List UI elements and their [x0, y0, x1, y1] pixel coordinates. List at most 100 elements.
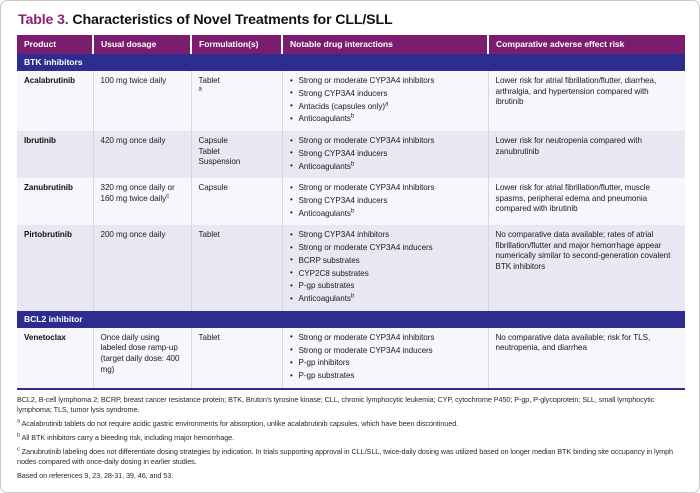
cell-product: Venetoclax [17, 327, 94, 388]
cell-usual-dosage: 320 mg once daily or 160 mg twice dailyc [93, 178, 192, 226]
interaction-list: Strong or moderate CYP3A4 inhibitors Stro… [290, 76, 481, 125]
usual-dosage-text: 100 mg twice daily [100, 76, 167, 85]
table-row: Ibrutinib 420 mg once daily Capsule Tablet S… [17, 130, 685, 179]
table-title-text: Characteristics of Novel Treatments for … [68, 12, 393, 28]
list-item: CYP2C8 substrates [290, 268, 481, 280]
interaction-label: Anticoagulants [298, 161, 351, 171]
interaction-list: Strong or moderate CYP3A4 inhibitors Stro… [290, 332, 481, 382]
table-body: BTK inhibitors Acalabrutinib 100 mg twice … [17, 54, 685, 388]
interaction-footnote-marker: b [350, 293, 355, 300]
interaction-label: BCRP substrates [298, 255, 360, 265]
interaction-label: Strong or moderate CYP3A4 inducers [298, 243, 433, 253]
formulation-label: Tablet [198, 76, 220, 85]
cell-notable-drug-interactions: Strong or moderate CYP3A4 inhibitors Stro… [282, 71, 489, 131]
interaction-list: Strong or moderate CYP3A4 inhibitors Stro… [290, 136, 481, 172]
interaction-label: P-gp substrates [298, 281, 355, 291]
page-title: Table 3. Characteristics of Novel Treatm… [18, 12, 683, 29]
footnote-b-marker: b [17, 432, 21, 439]
cell-comparative-adverse-effect-risk: Lower risk for neutropenia compared with… [488, 130, 685, 179]
footnote-b: b All BTK inhibitors carry a bleeding ri… [17, 433, 685, 444]
interaction-footnote-marker: b [350, 160, 355, 167]
interaction-label: Anticoagulants [298, 114, 351, 124]
interaction-list: Strong or moderate CYP3A4 inhibitors Stro… [290, 183, 481, 219]
header-row: Product Usual dosage Formulation(s) Nota… [17, 35, 685, 54]
usual-dosage-text: 420 mg once daily [100, 135, 166, 145]
section-label: BCL2 inhibitor [17, 310, 685, 328]
cell-comparative-adverse-effect-risk: No comparative data available; risk for … [488, 327, 685, 388]
cell-product: Zanubrutinib [17, 178, 94, 226]
formulation-label: Tablet [198, 146, 220, 156]
cell-formulations: Tablet [191, 225, 283, 311]
list-item: Strong or moderate CYP3A4 inducers [290, 243, 481, 254]
cell-formulations: Capsule Tablet Suspension [191, 130, 283, 179]
cell-product: Ibrutinib [17, 130, 94, 179]
cell-formulations: Tablet [191, 327, 283, 388]
list-item: Anticoagulantsb [290, 207, 481, 220]
list-item: Strong or moderate CYP3A4 inhibitors [290, 76, 481, 87]
footnotes: BCL2, B-cell lymphoma 2; BCRP, breast ca… [17, 395, 685, 482]
treatments-table: Product Usual dosage Formulation(s) Nota… [17, 35, 685, 388]
usual-dosage-text: 200 mg once daily [100, 230, 166, 240]
cell-formulations: Tablet a [191, 71, 283, 131]
table-row: Zanubrutinib 320 mg once daily or 160 mg … [17, 178, 685, 226]
cell-formulations: Capsule [191, 178, 283, 226]
table-number: Table 3. [18, 12, 69, 28]
section-row: BTK inhibitors [17, 54, 685, 71]
usual-dosage-text: Once daily using labeled dose ramp-up (t… [100, 332, 180, 374]
footnote-c-marker: c [17, 446, 20, 453]
formulation-item: Capsule [199, 136, 275, 147]
formulation-item: Tablet [199, 333, 275, 344]
footnote-a-text: Acalabrutinib tablets do not require aci… [20, 419, 459, 429]
list-item: Strong or moderate CYP3A4 inhibitors [290, 183, 481, 194]
formulation-label: Capsule [198, 135, 228, 145]
list-item: Anticoagulantsb [290, 160, 481, 173]
footnote-c: c Zanubrutinib labeling does not differe… [17, 446, 685, 468]
list-item: Anticoagulantsb [290, 293, 481, 305]
footnote-abbreviations: BCL2, B-cell lymphoma 2; BCRP, breast ca… [17, 394, 655, 415]
interaction-label: CYP2C8 substrates [298, 268, 369, 278]
formulation-label: Tablet [198, 332, 220, 342]
column-header-usual-dosage: Usual dosage [93, 35, 192, 54]
formulation-label: Capsule [198, 183, 228, 193]
list-item: Strong or moderate CYP3A4 inducers [290, 345, 481, 357]
list-item: P-gp inhibitors [290, 358, 481, 369]
formulation-footnote-marker: a [198, 85, 202, 92]
cell-notable-drug-interactions: Strong or moderate CYP3A4 inhibitors Stro… [282, 130, 489, 179]
table-bottom-rule [17, 387, 685, 390]
column-header-comparative-adverse-effect-risk: Comparative adverse effect risk [488, 35, 685, 54]
formulation-label: Tablet [198, 230, 220, 240]
list-item: Strong CYP3A4 inhibitors [290, 230, 481, 241]
cell-notable-drug-interactions: Strong CYP3A4 inhibitors Strong or modera… [282, 225, 489, 311]
section-row: BCL2 inhibitor [17, 310, 685, 328]
interaction-label: P-gp substrates [298, 371, 355, 381]
interaction-footnote-marker: b [350, 207, 355, 214]
interaction-label: Strong or moderate CYP3A4 inhibitors [298, 332, 435, 342]
cell-notable-drug-interactions: Strong or moderate CYP3A4 inhibitors Stro… [282, 178, 489, 226]
cell-usual-dosage: 420 mg once daily [93, 130, 192, 179]
list-item: Antacids (capsules only)a [290, 100, 481, 113]
formulation-item: Suspension [199, 157, 275, 168]
list-item: P-gp substrates [290, 281, 481, 292]
cell-comparative-adverse-effect-risk: Lower risk for atrial fibrillation/flutt… [488, 178, 685, 226]
formulation-item: Capsule [199, 183, 275, 194]
formulation-label: Suspension [198, 157, 241, 167]
formulation-item: Tablet a [199, 76, 275, 97]
footnote-a: a Acalabrutinib tablets do not require a… [17, 419, 685, 430]
formulation-item: Tablet [199, 230, 275, 241]
interaction-label: Strong CYP3A4 inducers [298, 88, 388, 98]
interaction-label: Strong or moderate CYP3A4 inducers [298, 345, 433, 355]
footnote-b-text: All BTK inhibitors carry a bleeding risk… [20, 432, 235, 442]
cell-product: Acalabrutinib [17, 71, 94, 131]
list-item: Strong or moderate CYP3A4 inhibitors [290, 136, 481, 147]
cell-notable-drug-interactions: Strong or moderate CYP3A4 inhibitors Stro… [282, 327, 489, 388]
list-item: Anticoagulantsb [290, 114, 481, 125]
footnote-a-marker: a [17, 418, 21, 425]
interaction-footnote-marker: a [385, 100, 389, 107]
interaction-label: Strong or moderate CYP3A4 inhibitors [298, 76, 435, 85]
interaction-footnote-marker: b [350, 113, 355, 120]
cell-comparative-adverse-effect-risk: Lower risk for atrial fibrillation/flutt… [488, 71, 685, 131]
column-header-formulations: Formulation(s) [191, 35, 283, 54]
interaction-list: Strong CYP3A4 inhibitors Strong or modera… [290, 230, 481, 305]
